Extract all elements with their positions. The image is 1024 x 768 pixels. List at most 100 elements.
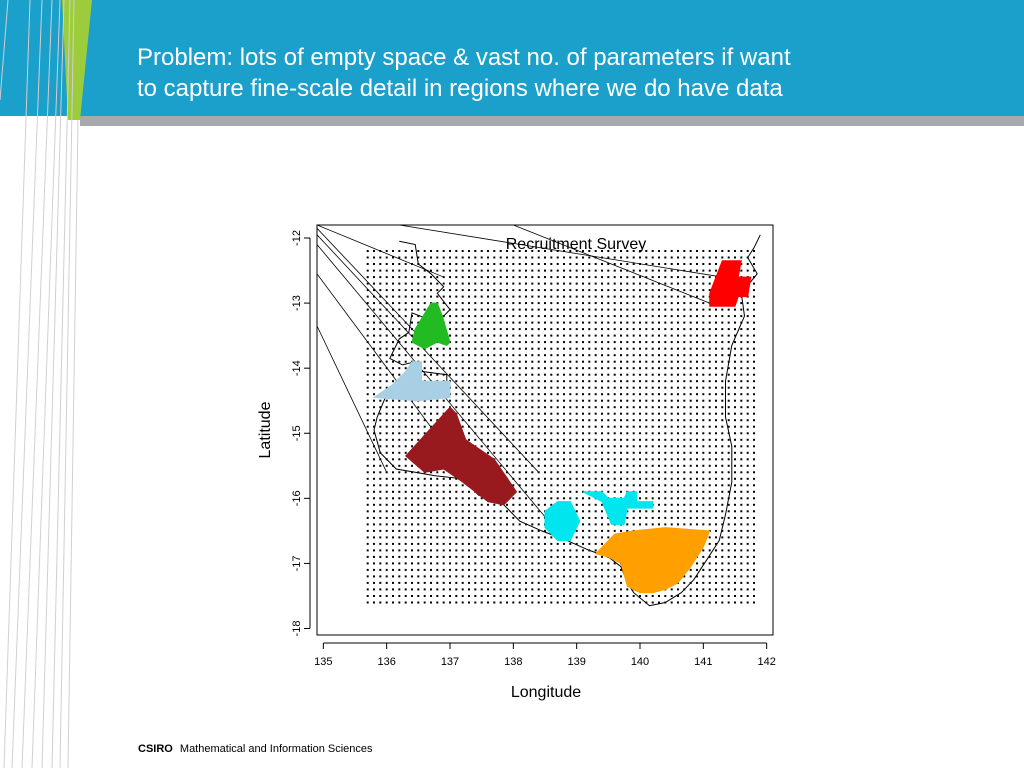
grid-point (658, 445, 660, 448)
grid-point (569, 256, 572, 259)
grid-point (392, 445, 394, 448)
grid-point (613, 412, 616, 415)
grid-point (715, 575, 717, 578)
grid-point (734, 250, 736, 252)
grid-point (487, 516, 489, 519)
grid-point (588, 471, 591, 474)
grid-point (715, 334, 717, 337)
grid-point (689, 497, 692, 500)
grid-point (417, 282, 420, 285)
grid-point (531, 432, 534, 435)
grid-point (746, 595, 749, 597)
grid-point (525, 295, 527, 298)
grid-point (715, 542, 717, 545)
grid-point (594, 588, 597, 591)
grid-point (677, 471, 679, 474)
grid-point (746, 588, 749, 591)
grid-point (474, 529, 477, 532)
grid-point (468, 360, 470, 363)
grid-point (626, 328, 629, 331)
grid-point (373, 458, 375, 461)
grid-point (582, 432, 584, 435)
grid-point (601, 445, 603, 448)
grid-point (366, 367, 369, 370)
grid-point (746, 432, 749, 435)
grid-point (392, 321, 394, 324)
grid-point (727, 503, 730, 506)
grid-point (404, 555, 407, 558)
grid-point (366, 308, 369, 311)
grid-point (442, 575, 445, 578)
grid-point (499, 367, 502, 370)
grid-point (512, 367, 515, 370)
grid-point (740, 568, 743, 571)
grid-point (702, 516, 705, 519)
grid-point (506, 458, 508, 461)
grid-point (493, 588, 496, 591)
grid-point (512, 484, 515, 487)
grid-point (715, 269, 717, 272)
grid-point (474, 568, 477, 571)
grid-point (664, 425, 667, 428)
grid-point (474, 399, 477, 402)
grid-point (651, 393, 654, 396)
grid-point (708, 386, 711, 389)
grid-point (525, 510, 527, 513)
grid-point (398, 451, 401, 454)
grid-point (696, 399, 698, 402)
grid-point (746, 542, 749, 545)
grid-point (651, 269, 654, 272)
grid-point (550, 367, 553, 370)
grid-point (664, 315, 667, 318)
grid-point (696, 386, 698, 389)
grid-point (563, 451, 565, 454)
grid-point (404, 276, 407, 279)
grid-point (753, 347, 755, 350)
grid-point (398, 484, 401, 487)
grid-point (417, 601, 420, 604)
grid-point (708, 354, 711, 357)
grid-point (607, 523, 610, 526)
grid-point (753, 328, 755, 331)
grid-point (499, 445, 502, 448)
grid-point (594, 542, 597, 545)
grid-point (677, 380, 679, 383)
grid-point (715, 321, 717, 324)
grid-point (537, 256, 540, 259)
grid-point (392, 575, 394, 578)
grid-point (449, 490, 451, 493)
grid-point (499, 432, 502, 435)
grid-point (740, 477, 743, 480)
grid-point (474, 536, 477, 539)
grid-point (518, 595, 521, 597)
grid-point (670, 276, 673, 279)
grid-point (721, 581, 724, 584)
grid-point (734, 256, 736, 259)
grid-point (715, 458, 717, 461)
grid-point (721, 562, 724, 565)
grid-point (480, 282, 483, 285)
grid-point (620, 406, 622, 409)
grid-point (702, 497, 705, 500)
grid-point (677, 432, 679, 435)
grid-point (550, 341, 553, 344)
grid-point (569, 386, 572, 389)
grid-point (670, 419, 673, 422)
grid-point (639, 334, 641, 337)
grid-point (550, 497, 553, 500)
deco-line (11, 0, 43, 768)
grid-point (449, 360, 451, 363)
grid-point (683, 354, 686, 357)
grid-point (417, 516, 420, 519)
grid-point (556, 451, 559, 454)
grid-point (613, 432, 616, 435)
grid-point (569, 321, 572, 324)
grid-point (430, 490, 432, 493)
grid-point (417, 477, 420, 480)
grid-point (366, 536, 369, 539)
grid-point (550, 432, 553, 435)
grid-point (734, 367, 736, 370)
grid-point (746, 445, 749, 448)
grid-point (715, 373, 717, 376)
grid-point (512, 458, 515, 461)
